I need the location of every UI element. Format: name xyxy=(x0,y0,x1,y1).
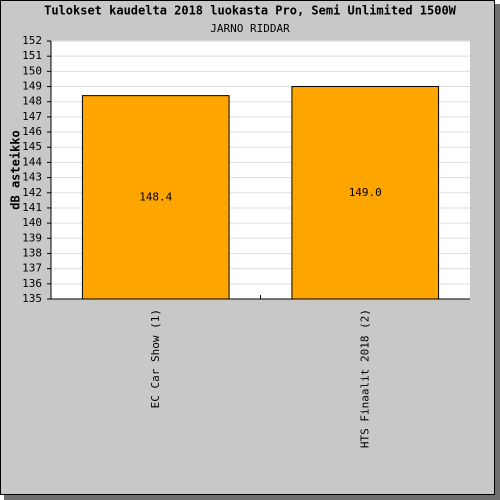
y-axis-label: dB asteikko xyxy=(9,130,23,209)
y-tick-label: 139 xyxy=(22,231,42,244)
y-tick-label: 140 xyxy=(22,216,42,229)
y-tick-label: 147 xyxy=(22,110,42,123)
x-tick-label: HTS Finaalit 2018 (2) xyxy=(358,309,371,448)
y-tick-label: 146 xyxy=(22,125,42,138)
y-tick-label: 141 xyxy=(22,201,42,214)
y-tick-label: 136 xyxy=(22,277,42,290)
chart-subtitle: JARNO RIDDAR xyxy=(210,22,290,35)
value-label: 149.0 xyxy=(349,186,382,199)
y-tick-label: 135 xyxy=(22,292,42,305)
y-tick-label: 150 xyxy=(22,64,42,77)
chart-title: Tulokset kaudelta 2018 luokasta Pro, Sem… xyxy=(44,4,457,18)
y-tick-label: 152 xyxy=(22,34,42,47)
bar xyxy=(291,86,440,300)
y-tick-label: 151 xyxy=(22,49,42,62)
y-tick-label: 149 xyxy=(22,80,42,93)
y-tick-label: 144 xyxy=(22,155,42,168)
y-tick-label: 145 xyxy=(22,140,42,153)
y-tick-label: 138 xyxy=(22,246,42,259)
y-tick-label: 142 xyxy=(22,186,42,199)
y-tick-label: 137 xyxy=(22,262,42,275)
y-tick-label: 148 xyxy=(22,95,42,108)
value-label: 148.4 xyxy=(139,190,172,203)
x-tick-label: EC Car Show (1) xyxy=(149,309,162,408)
y-tick-label: 143 xyxy=(22,171,42,184)
